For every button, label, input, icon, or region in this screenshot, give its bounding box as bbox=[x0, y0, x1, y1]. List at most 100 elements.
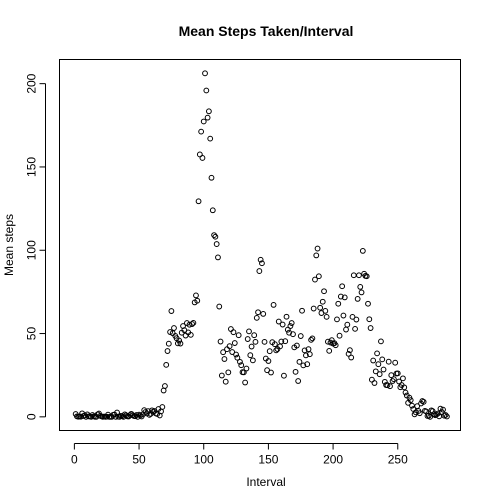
data-point bbox=[243, 365, 250, 372]
data-point bbox=[165, 340, 172, 347]
data-point bbox=[427, 413, 434, 420]
data-point bbox=[237, 358, 243, 365]
data-point bbox=[288, 320, 295, 326]
data-point bbox=[363, 273, 370, 280]
data-point bbox=[224, 346, 230, 353]
data-point bbox=[174, 340, 181, 347]
y-axis-label: Mean steps bbox=[2, 214, 16, 276]
data-point bbox=[231, 340, 238, 346]
data-point bbox=[142, 409, 149, 415]
data-point bbox=[366, 316, 373, 323]
data-point bbox=[246, 328, 252, 335]
data-point bbox=[235, 332, 242, 339]
data-point bbox=[278, 338, 285, 345]
data-point bbox=[163, 361, 170, 368]
data-point bbox=[353, 316, 360, 323]
data-point bbox=[265, 358, 272, 364]
y-tick-label: 100 bbox=[24, 240, 38, 260]
y-axis: 0 50 100 150 200 bbox=[24, 73, 46, 420]
data-point bbox=[218, 372, 225, 379]
data-point bbox=[357, 284, 364, 290]
data-point bbox=[348, 354, 355, 361]
data-point bbox=[199, 155, 206, 161]
data-point bbox=[437, 405, 444, 412]
y-tick-label: 50 bbox=[25, 327, 39, 341]
data-point bbox=[279, 321, 286, 328]
data-point bbox=[303, 352, 309, 359]
x-tick-label: 100 bbox=[194, 453, 214, 467]
data-point bbox=[429, 408, 436, 415]
data-point bbox=[207, 135, 214, 142]
data-point bbox=[407, 397, 414, 404]
data-point bbox=[193, 292, 199, 299]
data-point bbox=[228, 326, 234, 332]
data-point bbox=[211, 232, 217, 238]
data-point bbox=[401, 384, 408, 391]
data-points bbox=[72, 70, 450, 420]
data-point bbox=[260, 310, 267, 317]
data-point bbox=[392, 359, 399, 366]
data-point bbox=[344, 321, 351, 328]
data-point bbox=[295, 378, 302, 384]
data-point bbox=[266, 348, 273, 355]
data-point bbox=[190, 319, 197, 326]
data-point bbox=[354, 295, 361, 302]
data-point bbox=[379, 356, 386, 363]
x-tick-label: 250 bbox=[388, 453, 408, 467]
data-point bbox=[306, 351, 313, 358]
data-point bbox=[257, 256, 264, 263]
data-point bbox=[319, 298, 326, 305]
data-point bbox=[317, 304, 324, 311]
data-point bbox=[402, 389, 409, 396]
data-point bbox=[242, 379, 249, 386]
data-point bbox=[213, 241, 220, 247]
data-point bbox=[146, 411, 153, 418]
data-point bbox=[249, 357, 256, 364]
data-point bbox=[251, 332, 258, 339]
data-point bbox=[240, 369, 247, 376]
data-point bbox=[171, 325, 177, 331]
data-point bbox=[238, 362, 245, 369]
data-point bbox=[312, 276, 318, 283]
data-point bbox=[209, 207, 216, 214]
data-point bbox=[253, 314, 260, 321]
data-point bbox=[296, 358, 303, 365]
data-point bbox=[226, 343, 233, 350]
data-point bbox=[425, 412, 432, 419]
data-point bbox=[368, 376, 375, 383]
data-point bbox=[287, 323, 294, 329]
data-point bbox=[315, 273, 322, 280]
data-point bbox=[394, 370, 401, 377]
data-point bbox=[256, 268, 263, 274]
data-point bbox=[442, 412, 449, 418]
data-point bbox=[206, 108, 212, 115]
data-point bbox=[248, 343, 255, 350]
data-point bbox=[370, 357, 377, 364]
y-tick-label: 200 bbox=[25, 73, 39, 93]
data-point bbox=[372, 368, 379, 375]
data-point bbox=[281, 372, 287, 379]
data-point bbox=[275, 318, 282, 325]
data-point bbox=[187, 331, 194, 338]
data-point bbox=[385, 358, 392, 365]
data-point bbox=[384, 382, 391, 389]
data-point bbox=[177, 340, 184, 347]
data-point bbox=[375, 361, 382, 368]
data-point bbox=[378, 338, 384, 345]
data-point bbox=[356, 272, 362, 279]
data-point bbox=[341, 294, 348, 301]
x-tick-label: 200 bbox=[323, 453, 343, 467]
data-point bbox=[255, 309, 261, 316]
data-point bbox=[299, 307, 305, 314]
data-point bbox=[301, 347, 308, 354]
data-point bbox=[195, 198, 202, 205]
data-point bbox=[313, 252, 320, 259]
chart-title: Mean Steps Taken/Interval bbox=[179, 23, 354, 39]
plot-box bbox=[59, 59, 461, 431]
data-point bbox=[182, 332, 189, 339]
data-point bbox=[334, 316, 340, 323]
data-point bbox=[305, 346, 312, 353]
data-point bbox=[380, 366, 387, 373]
data-point bbox=[283, 313, 290, 320]
